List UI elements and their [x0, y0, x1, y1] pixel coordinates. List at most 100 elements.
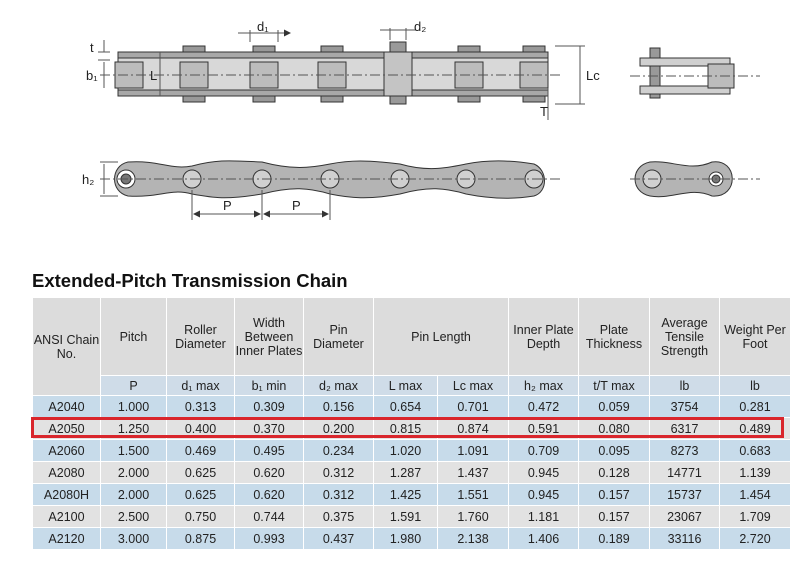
- unit-cell: d₁ max: [166, 375, 235, 396]
- table-cell: 0.701: [437, 395, 509, 418]
- table-cell: 0.709: [508, 439, 579, 462]
- table-cell: 8273: [649, 439, 720, 462]
- label-t: t: [90, 40, 94, 55]
- table-cell: 0.312: [303, 461, 374, 484]
- table-cell: 2.500: [100, 505, 167, 528]
- label-Lc: Lc: [586, 68, 600, 83]
- label-P-left: P: [223, 198, 232, 213]
- label-P-right: P: [292, 198, 301, 213]
- table-cell: 0.080: [578, 417, 650, 440]
- chain-side-view: [100, 160, 560, 220]
- label-h2: h₂: [82, 172, 94, 187]
- table-cell: 1.425: [373, 483, 438, 506]
- table-cell: 0.489: [719, 417, 791, 440]
- page-title: Extended-Pitch Transmission Chain: [32, 270, 348, 291]
- table-cell: 1.709: [719, 505, 791, 528]
- unit-cell: lb: [719, 375, 791, 396]
- spec-table-body: A2040 1.000 0.313 0.309 0.156 0.654 0.701 0.472…: [32, 395, 791, 550]
- label-b1: b₁: [86, 68, 98, 83]
- table-cell: 1.591: [373, 505, 438, 528]
- table-cell: 1.760: [437, 505, 509, 528]
- table-cell: 3.000: [100, 527, 167, 550]
- table-cell: 0.281: [719, 395, 791, 418]
- table-cell: 6317: [649, 417, 720, 440]
- table-cell: 0.750: [166, 505, 235, 528]
- label-d1: d₁: [257, 19, 269, 34]
- table-row: A2100 2.500 0.750 0.744 0.375 1.591 1.760 1.181…: [32, 505, 791, 528]
- header-pin-length: Pin Length: [373, 297, 509, 376]
- table-cell: 0.059: [578, 395, 650, 418]
- table-cell: 0.472: [508, 395, 579, 418]
- table-cell: 0.591: [508, 417, 579, 440]
- chain-number-cell: A2080H: [32, 483, 101, 506]
- table-cell: 0.875: [166, 527, 235, 550]
- table-cell: 1.551: [437, 483, 509, 506]
- header-ansi-chain-no: ANSI Chain No.: [32, 297, 101, 396]
- table-cell: 0.437: [303, 527, 374, 550]
- table-cell: 0.309: [234, 395, 304, 418]
- chain-number-cell: A2100: [32, 505, 101, 528]
- chain-end-view-side: [630, 161, 760, 198]
- table-cell: 0.128: [578, 461, 650, 484]
- label-T: T: [540, 104, 548, 119]
- header-width-between-inner-plates: Width Between Inner Plates: [234, 297, 304, 376]
- spec-table: ANSI Chain No. Pitch Roller Diameter Wid…: [32, 297, 791, 550]
- table-cell: 1.437: [437, 461, 509, 484]
- table-cell: 0.620: [234, 483, 304, 506]
- table-cell: 1.406: [508, 527, 579, 550]
- unit-cell: lb: [649, 375, 720, 396]
- table-cell: 23067: [649, 505, 720, 528]
- table-cell: 0.744: [234, 505, 304, 528]
- unit-cell: b₁ min: [234, 375, 304, 396]
- table-cell: 0.654: [373, 395, 438, 418]
- table-cell: 33116: [649, 527, 720, 550]
- table-cell: 1.020: [373, 439, 438, 462]
- table-cell: 0.620: [234, 461, 304, 484]
- table-cell: 0.156: [303, 395, 374, 418]
- table-cell: 0.370: [234, 417, 304, 440]
- table-cell: 0.945: [508, 483, 579, 506]
- table-row: A2120 3.000 0.875 0.993 0.437 1.980 2.138 1.406…: [32, 527, 791, 550]
- unit-cell: h₂ max: [508, 375, 579, 396]
- table-cell: 2.720: [719, 527, 791, 550]
- table-cell: 0.375: [303, 505, 374, 528]
- table-cell: 15737: [649, 483, 720, 506]
- table-cell: 1.500: [100, 439, 167, 462]
- chain-dimension-diagram: d₁ d₂ t b₁ L Lc T h₂ P P: [82, 19, 760, 220]
- table-cell: 1.250: [100, 417, 167, 440]
- table-cell: 0.313: [166, 395, 235, 418]
- table-cell: 0.157: [578, 505, 650, 528]
- header-roller-diameter: Roller Diameter: [166, 297, 235, 376]
- table-row: A2080 2.000 0.625 0.620 0.312 1.287 1.437 0.945…: [32, 461, 791, 484]
- table-cell: 2.138: [437, 527, 509, 550]
- table-cell: 0.625: [166, 483, 235, 506]
- label-d2: d₂: [414, 19, 426, 34]
- table-cell: 1.091: [437, 439, 509, 462]
- table-cell: 1.181: [508, 505, 579, 528]
- label-L: L: [150, 68, 157, 83]
- header-pitch: Pitch: [100, 297, 167, 376]
- table-cell: 1.287: [373, 461, 438, 484]
- table-cell: 0.815: [373, 417, 438, 440]
- chain-number-cell: A2120: [32, 527, 101, 550]
- table-cell: 0.945: [508, 461, 579, 484]
- table-cell: 0.200: [303, 417, 374, 440]
- table-row: A2050 1.250 0.400 0.370 0.200 0.815 0.874 0.591…: [32, 417, 791, 440]
- header-pin-diameter: Pin Diameter: [303, 297, 374, 376]
- table-cell: 1.980: [373, 527, 438, 550]
- table-cell: 0.157: [578, 483, 650, 506]
- table-cell: 0.400: [166, 417, 235, 440]
- chain-number-cell: A2080: [32, 461, 101, 484]
- unit-cell: d₂ max: [303, 375, 374, 396]
- units-row: P d₁ max b₁ min d₂ max L max Lc max h₂ m…: [33, 375, 791, 396]
- table-row: A2040 1.000 0.313 0.309 0.156 0.654 0.701 0.472…: [32, 395, 791, 418]
- table-cell: 0.234: [303, 439, 374, 462]
- table-cell: 0.095: [578, 439, 650, 462]
- table-cell: 0.874: [437, 417, 509, 440]
- header-weight-per-foot: Weight Per Foot: [719, 297, 791, 376]
- table-row: A2060 1.500 0.469 0.495 0.234 1.020 1.091 0.709…: [32, 439, 791, 462]
- table-cell: 2.000: [100, 461, 167, 484]
- table-cell: 2.000: [100, 483, 167, 506]
- unit-cell: Lc max: [437, 375, 509, 396]
- chain-number-cell: A2040: [32, 395, 101, 418]
